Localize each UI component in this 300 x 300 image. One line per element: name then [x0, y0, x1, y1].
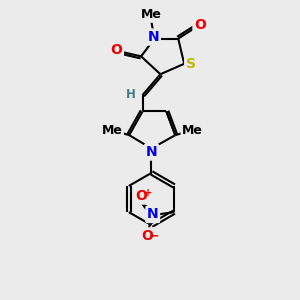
Text: O: O: [110, 44, 122, 57]
Text: N: N: [146, 145, 157, 159]
Text: −: −: [149, 230, 159, 242]
Text: N: N: [147, 208, 158, 221]
Text: Me: Me: [182, 124, 203, 137]
Text: H: H: [126, 88, 136, 101]
Text: Me: Me: [101, 124, 122, 137]
Text: S: S: [186, 57, 196, 71]
Text: O: O: [194, 18, 206, 32]
Text: Me: Me: [141, 8, 162, 21]
Text: O: O: [141, 229, 153, 243]
Text: O: O: [136, 189, 147, 203]
Text: N: N: [148, 30, 159, 44]
Text: +: +: [144, 188, 152, 198]
